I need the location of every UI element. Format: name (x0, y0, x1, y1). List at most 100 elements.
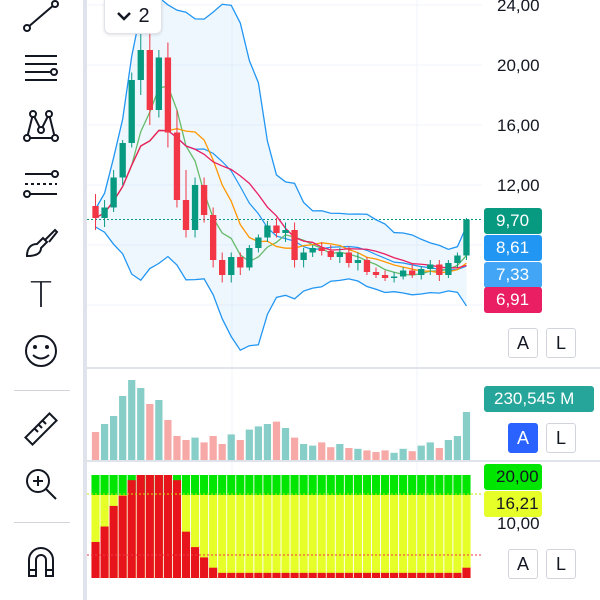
osc-green-bar (190, 475, 200, 495)
osc-yellow-bar (344, 495, 353, 578)
osc-red-bar (390, 572, 399, 578)
osc-red-bar (245, 572, 254, 578)
osc-yellow-bar (236, 495, 245, 578)
magnet-icon[interactable] (17, 538, 65, 586)
price-axis-label: 20,00 (497, 56, 540, 75)
candle-body (110, 177, 117, 208)
osc-red-bar (317, 572, 326, 578)
osc-green-bar (353, 475, 362, 495)
volume-bar (309, 445, 317, 460)
forecast-icon[interactable] (17, 160, 65, 208)
osc-red-bar (181, 531, 191, 578)
zoom-in-icon[interactable] (17, 460, 65, 508)
candle-body (300, 252, 307, 260)
toolbar-divider (14, 522, 70, 523)
candle-body (128, 80, 135, 143)
candle-body (219, 260, 226, 275)
osc-red-bar (218, 572, 227, 578)
osc-red-bar (190, 547, 200, 578)
pane-separator[interactable] (87, 460, 600, 462)
volume-bar (263, 424, 272, 460)
osc-green-bar (444, 475, 453, 495)
osc-yellow-bar (426, 495, 435, 578)
osc-green-bar (308, 475, 317, 495)
legend-toggle[interactable]: 2 (104, 0, 162, 34)
osc-green-bar (335, 475, 344, 495)
osc-yellow-bar (417, 495, 426, 578)
volume-bar (218, 444, 226, 460)
candle-body (309, 248, 316, 253)
osc-green-bar (245, 475, 254, 495)
osc-red-bar (236, 572, 245, 578)
osc-red-bar (380, 572, 390, 578)
volume-bar (318, 442, 326, 460)
osc-red-bar (200, 557, 209, 578)
volume-bar (381, 450, 389, 460)
volume-bar (408, 451, 416, 460)
osc-red-bar (145, 475, 154, 578)
osc-upper-tag: 20,00 (484, 464, 542, 490)
osc-yellow-bar (308, 495, 317, 578)
price-axis-label: 16,00 (497, 116, 540, 135)
candle-body (164, 57, 172, 133)
volume-bar (300, 444, 308, 460)
volume-bar (200, 442, 208, 460)
candle-body (390, 276, 398, 278)
volume-auto-scale-button[interactable]: A (508, 423, 538, 453)
osc-red-bar (435, 572, 444, 578)
candle-body (92, 206, 99, 218)
ruler-icon[interactable] (17, 405, 65, 453)
osc-red-bar (163, 475, 172, 578)
osc-yellow-bar (91, 495, 100, 578)
candle-body (282, 230, 289, 233)
osc-yellow-bar (444, 495, 453, 578)
osc-red-bar (353, 572, 362, 578)
volume-bar (155, 400, 163, 460)
volume-bar (191, 437, 199, 460)
volume-bar (426, 442, 434, 460)
candle-body (273, 225, 280, 233)
text-tool-icon[interactable]: T (30, 275, 52, 316)
osc-yellow-bar (299, 495, 308, 578)
osc-yellow-bar (200, 495, 209, 578)
osc-yellow-bar (290, 495, 299, 578)
volume-bar (354, 448, 362, 460)
volume-bar (444, 440, 452, 460)
auto-scale-button[interactable]: A (508, 328, 538, 358)
osc-green-bar (417, 475, 426, 495)
log-scale-button[interactable]: L (546, 328, 576, 358)
osc-red-bar (281, 572, 290, 578)
trend-line-icon[interactable] (17, 0, 65, 42)
indicator-count: 2 (138, 5, 150, 27)
candle-body (228, 257, 235, 275)
osc-green-bar (281, 475, 290, 495)
candle-body (345, 252, 353, 263)
osc-log-scale-button[interactable]: L (546, 549, 576, 579)
pane-separator[interactable] (87, 367, 600, 369)
candle-body (137, 50, 144, 80)
fib-retracement-icon[interactable] (17, 44, 65, 92)
osc-yellow-bar (281, 495, 290, 578)
emoji-icon[interactable] (17, 327, 65, 375)
osc-red-bar (118, 495, 127, 578)
osc-value-tag: 16,21 (484, 491, 542, 517)
osc-yellow-bar (453, 495, 462, 578)
pattern-icon[interactable] (17, 102, 65, 150)
osc-green-bar (408, 475, 417, 495)
volume-bar (119, 396, 127, 460)
osc-green-bar (272, 475, 281, 495)
price-chart[interactable] (87, 0, 600, 600)
volume-bar (399, 448, 407, 460)
volume-log-scale-button[interactable]: L (546, 423, 576, 453)
osc-yellow-bar (408, 495, 417, 578)
brush-icon[interactable] (17, 218, 65, 266)
osc-yellow-bar (209, 495, 218, 578)
osc-green-bar (109, 475, 118, 495)
volume-bar (327, 447, 335, 460)
osc-green-bar (91, 475, 100, 495)
osc-auto-scale-button[interactable]: A (508, 549, 538, 579)
volume-bar (281, 428, 290, 460)
osc-red-bar (399, 572, 408, 578)
osc-yellow-bar (272, 495, 281, 578)
ma-tag: 6,91 (484, 287, 542, 313)
